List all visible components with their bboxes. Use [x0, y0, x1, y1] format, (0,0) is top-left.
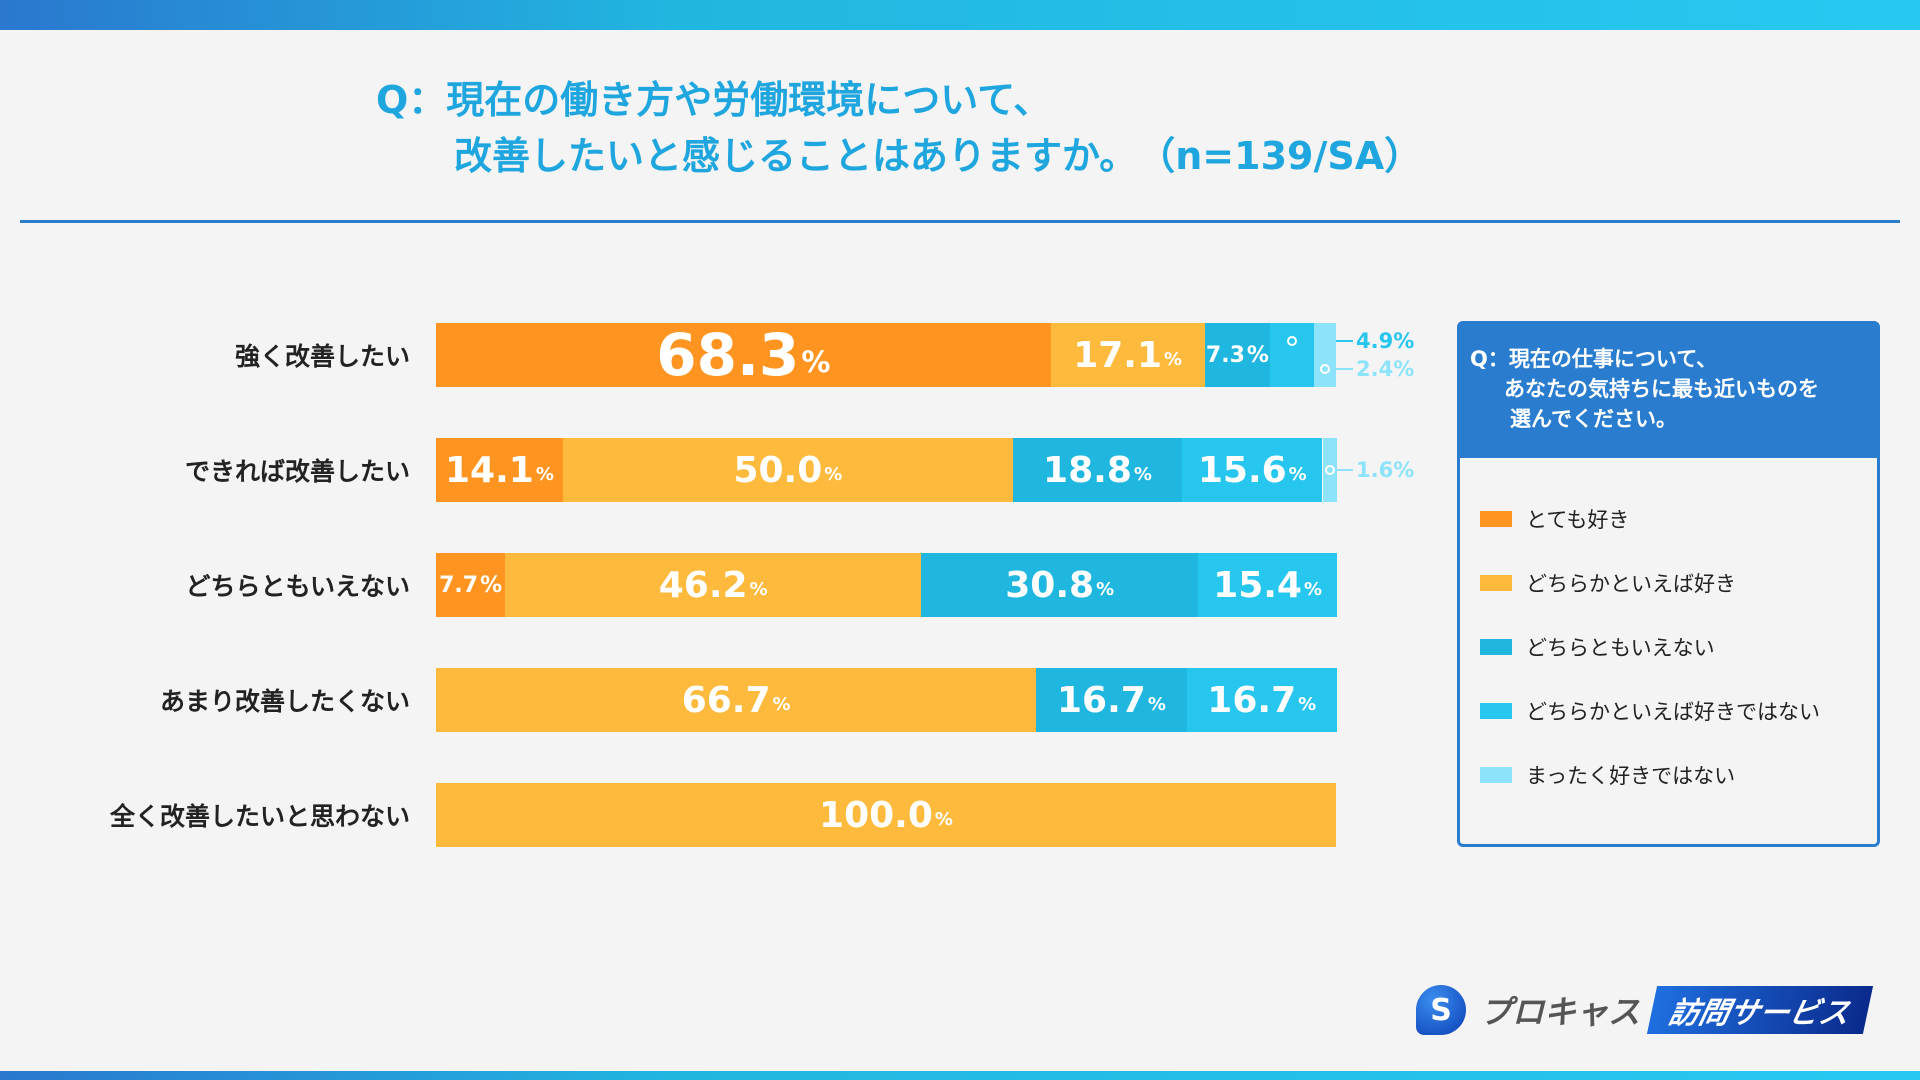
- percent-sign: %: [1096, 579, 1115, 600]
- legend-swatch: [1480, 703, 1512, 719]
- category-label: 強く改善したい: [234, 342, 410, 371]
- bar-segment: 7.7%: [436, 553, 506, 617]
- data-label: 16.7: [1207, 679, 1297, 721]
- legend-question-line-3: 選んでください。: [1510, 407, 1677, 431]
- percent-sign: %: [801, 345, 831, 380]
- legend-swatch: [1480, 575, 1512, 591]
- legend-item: どちらかといえば好き: [1480, 568, 1736, 598]
- logo-name: プロキャス: [1480, 993, 1641, 1031]
- bar-segment: 30.8%: [921, 553, 1199, 617]
- leader-line: [1329, 469, 1353, 471]
- data-label: 17.1: [1073, 334, 1163, 376]
- legend-label: どちらかといえば好きではない: [1526, 700, 1820, 724]
- legend-item: まったく好きではない: [1480, 760, 1735, 790]
- percent-sign: %: [749, 579, 768, 600]
- leader-dot: [1324, 465, 1335, 475]
- top-accent-bar: [0, 0, 1920, 30]
- bar-segment: 7.3%: [1204, 323, 1271, 387]
- category-label: どちらともいえない: [185, 572, 410, 601]
- leader-dot: [1287, 336, 1298, 346]
- data-label: 18.8: [1043, 449, 1132, 491]
- bar-segment: 100.0%: [436, 783, 1336, 847]
- title-line-2: 改善したいと感じることはありますか。 （n=139/SA）: [454, 134, 1423, 178]
- data-label: 50.0: [733, 449, 823, 491]
- legend-item: どちらかといえば好きではない: [1480, 696, 1820, 726]
- percent-sign: %: [772, 694, 791, 715]
- logo: S プロキャス 訪問サービス: [1416, 985, 1874, 1035]
- percent-sign: %: [480, 572, 503, 598]
- bar-segment: 66.7%: [436, 668, 1037, 732]
- bar-segment: 14.1%: [436, 438, 563, 502]
- data-label: 100.0: [819, 794, 933, 836]
- bar-segment: [1270, 323, 1315, 387]
- legend-swatch: [1480, 767, 1512, 783]
- data-label: 7.7: [439, 572, 479, 598]
- legend-label: とても好き: [1526, 508, 1630, 532]
- percent-sign: %: [1147, 694, 1166, 715]
- bar-segment: 16.7%: [1036, 668, 1187, 732]
- category-label: あまり改善したくない: [159, 687, 410, 716]
- leader-line: [1325, 368, 1353, 370]
- legend-label: どちらともいえない: [1526, 636, 1715, 660]
- percent-sign: %: [934, 809, 953, 830]
- legend-question-line-2: あなたの気持ちに最も近いものを: [1504, 377, 1819, 401]
- legend-swatch: [1480, 639, 1512, 655]
- percent-sign: %: [824, 464, 843, 485]
- category-label: 全く改善したいと思わない: [109, 802, 410, 831]
- percent-sign: %: [1288, 464, 1307, 485]
- category-label: できれば改善したい: [184, 457, 410, 486]
- data-label: 68.3: [656, 321, 800, 389]
- bar-segment: 50.0%: [562, 438, 1013, 502]
- legend-question-line-1: Q：現在の仕事について、: [1470, 347, 1718, 371]
- data-label: 16.7: [1057, 679, 1146, 721]
- data-label: 15.6: [1197, 449, 1287, 491]
- bar-segment: 15.4%: [1198, 553, 1337, 617]
- legend-label: まったく好きではない: [1526, 764, 1736, 788]
- data-label-outside: 4.9%: [1356, 329, 1415, 353]
- legend-item: どちらともいえない: [1480, 632, 1715, 662]
- data-label: 46.2: [658, 564, 748, 606]
- data-label-outside: 1.6%: [1356, 458, 1415, 482]
- bar-segment: [1314, 323, 1336, 387]
- data-label: 66.7: [681, 679, 771, 721]
- data-label: 14.1: [445, 449, 534, 491]
- legend-swatch: [1480, 511, 1512, 527]
- chart-title: Q：現在の働き方や労働環境について、 改善したいと感じることはありますか。 （n…: [376, 72, 1422, 184]
- legend-item: とても好き: [1480, 504, 1629, 534]
- legend-label: どちらかといえば好き: [1526, 572, 1736, 596]
- title-line-1: Q：現在の働き方や労働環境について、: [376, 78, 1052, 122]
- percent-sign: %: [1164, 349, 1183, 370]
- percent-sign: %: [535, 464, 554, 485]
- percent-sign: %: [1298, 694, 1317, 715]
- logo-service: 訪問サービス: [1646, 986, 1874, 1034]
- data-label: 30.8: [1005, 564, 1095, 606]
- bar-segment: 15.6%: [1182, 438, 1323, 502]
- bar-segment: 18.8%: [1012, 438, 1183, 502]
- bar-segment: 16.7%: [1186, 668, 1337, 732]
- bar-segment: 68.3%: [436, 321, 1051, 389]
- percent-sign: %: [1246, 342, 1269, 368]
- legend-question: Q：現在の仕事について、 あなたの気持ちに最も近いものを 選んでください。: [1460, 324, 1877, 458]
- legend: Q：現在の仕事について、 あなたの気持ちに最も近いものを 選んでください。 とて…: [1457, 321, 1880, 847]
- percent-sign: %: [1133, 464, 1152, 485]
- data-label: 7.3: [1205, 342, 1245, 368]
- logo-mark-icon: S: [1416, 985, 1466, 1035]
- data-label-outside: 2.4%: [1356, 357, 1415, 381]
- data-label: 15.4: [1213, 564, 1302, 606]
- percent-sign: %: [1303, 579, 1323, 600]
- title-divider: [20, 220, 1900, 223]
- bar-segment: 17.1%: [1050, 323, 1205, 387]
- leader-dot: [1320, 364, 1331, 374]
- bottom-accent-bar: [0, 1071, 1920, 1080]
- bar-segment: 46.2%: [505, 553, 922, 617]
